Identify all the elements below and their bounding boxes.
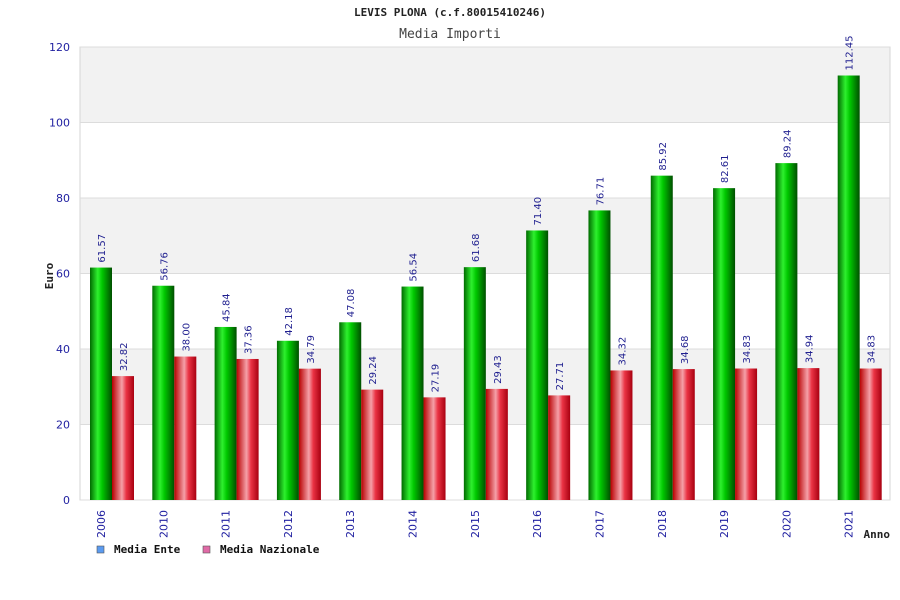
y-tick-label: 40 (56, 343, 70, 356)
y-tick-label: 0 (63, 494, 70, 507)
y-tick-label: 120 (49, 41, 70, 54)
plot-band (80, 198, 890, 274)
data-label: 85.92 (658, 142, 669, 171)
bar-media-ente (463, 267, 486, 500)
x-tick-label: 2006 (95, 510, 108, 538)
data-label: 32.82 (119, 342, 130, 371)
data-label: 76.71 (595, 177, 606, 206)
data-label: 42.18 (284, 307, 295, 336)
legend-label-media-nazionale: Media Nazionale (220, 543, 320, 556)
x-tick-label: 2021 (843, 510, 856, 538)
plot-band (80, 47, 890, 123)
legend-swatch-media-ente (96, 545, 105, 554)
x-tick-label: 2012 (282, 510, 295, 538)
bar-media-nazionale (423, 397, 446, 500)
bar-media-ente (588, 210, 611, 501)
bar-media-ente (339, 322, 362, 500)
bar-media-nazionale (361, 389, 384, 500)
bars (90, 75, 882, 501)
y-tick-label: 80 (56, 192, 70, 205)
data-label: 34.83 (742, 335, 753, 364)
plot-band (80, 122, 890, 198)
bar-media-ente (650, 175, 673, 501)
bar-media-nazionale (485, 388, 508, 500)
bar-media-nazionale (859, 368, 882, 500)
chart-subtitle: Media Importi (399, 27, 501, 42)
chart-title: LEVIS PLONA (c.f.80015410246) (354, 6, 546, 19)
x-tick-label: 2019 (718, 510, 731, 538)
data-label: 34.68 (680, 335, 691, 364)
data-label: 61.57 (97, 234, 108, 263)
legend-swatch-media-nazionale (202, 545, 211, 554)
bar-media-nazionale (797, 368, 820, 500)
data-label: 34.79 (306, 335, 317, 364)
bar-media-ente (713, 188, 736, 500)
data-label: 89.24 (782, 129, 793, 158)
data-label: 29.24 (368, 356, 379, 385)
x-tick-label: 2017 (593, 510, 606, 538)
data-label: 27.19 (431, 364, 442, 393)
bar-media-ente (775, 163, 798, 500)
legend: Media Ente Media Nazionale (96, 543, 320, 556)
data-label: 34.32 (617, 337, 628, 366)
bar-media-ente (526, 230, 549, 500)
bar-media-nazionale (610, 370, 633, 500)
x-tick-label: 2016 (531, 510, 544, 538)
data-labels: 61.57 32.82 56.76 38.00 45.84 37.36 42.18 34.79… (97, 36, 878, 393)
data-label: 56.54 (409, 253, 420, 282)
x-tick-label: 2020 (780, 510, 793, 538)
x-tick-label: 2018 (656, 510, 669, 538)
x-tick-label: 2010 (157, 510, 170, 538)
data-label: 112.45 (845, 36, 856, 71)
x-tick-label: 2014 (407, 510, 420, 538)
bar-media-nazionale (548, 395, 571, 500)
x-tick-label: 2015 (469, 510, 482, 538)
data-label: 27.71 (555, 362, 566, 391)
x-axis-ticks: 2006 2010 2011 2012 2013 2014 2015 2016 2017 2018… (95, 510, 856, 538)
data-label: 45.84 (222, 293, 233, 322)
bar-media-ente (214, 326, 237, 500)
y-tick-label: 60 (56, 268, 70, 281)
data-label: 37.36 (244, 325, 255, 354)
bar-media-ente (401, 286, 424, 500)
bar-media-ente (152, 285, 175, 500)
bar-media-ente (837, 75, 860, 500)
data-label: 47.08 (346, 289, 357, 318)
x-tick-label: 2013 (344, 510, 357, 538)
data-label: 38.00 (181, 323, 192, 352)
data-label: 34.94 (804, 334, 815, 363)
data-label: 34.83 (867, 335, 878, 364)
data-label: 61.68 (471, 234, 482, 263)
y-axis-ticks: 0 20 40 60 80 100 120 (49, 41, 70, 507)
data-label: 29.43 (493, 355, 504, 384)
y-tick-label: 20 (56, 419, 70, 432)
bar-media-nazionale (174, 356, 197, 500)
data-label: 82.61 (720, 155, 731, 184)
plot-background (79, 46, 891, 501)
data-label: 71.40 (533, 197, 544, 226)
x-axis-label: Anno (864, 528, 891, 541)
x-tick-label: 2011 (220, 510, 233, 538)
bar-media-ente (276, 340, 299, 500)
bar-media-nazionale (735, 368, 758, 500)
data-label: 56.76 (159, 252, 170, 281)
y-axis-label: Euro (43, 262, 56, 289)
bar-media-nazionale (672, 369, 695, 500)
bar-media-ente (90, 267, 112, 500)
y-tick-label: 100 (49, 117, 70, 130)
bar-media-nazionale (236, 358, 259, 500)
legend-label-media-ente: Media Ente (114, 543, 181, 556)
bar-media-nazionale (112, 376, 134, 500)
bar-media-nazionale (298, 368, 321, 500)
